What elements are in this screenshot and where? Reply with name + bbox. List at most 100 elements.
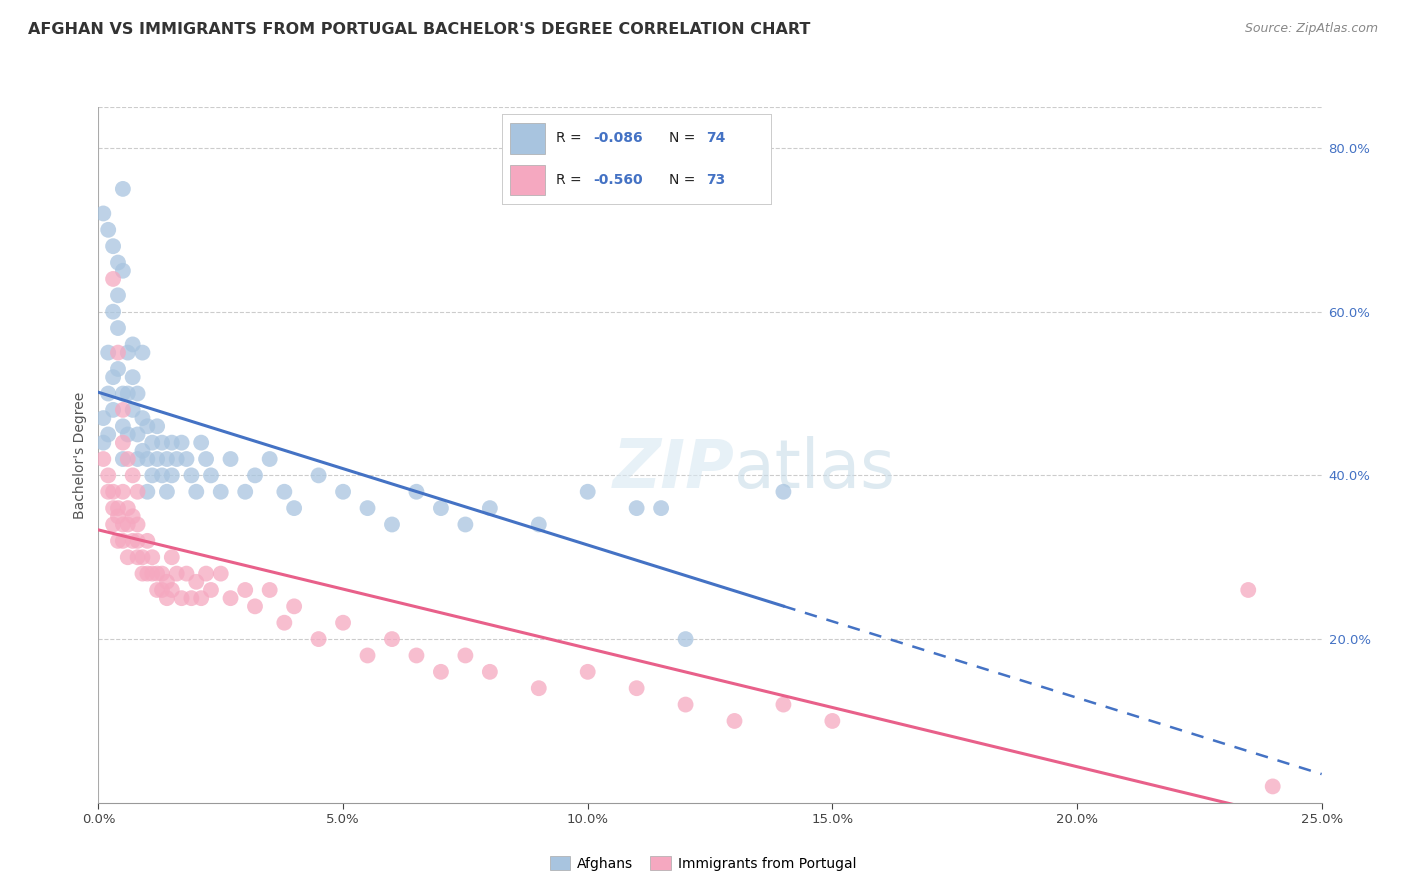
Point (117, 345, 139, 359)
Point (121, 403, 143, 417)
Point (332, 615, 354, 630)
Point (117, 517, 139, 532)
Point (675, 698, 697, 712)
Point (209, 484, 232, 499)
Point (127, 452, 149, 467)
Point (478, 501, 501, 516)
Point (219, 452, 242, 467)
Point (111, 386, 134, 401)
Point (430, 501, 453, 516)
Text: R =: R = (555, 173, 586, 187)
Point (111, 533, 134, 548)
Point (156, 452, 179, 467)
Point (405, 648, 427, 663)
Point (146, 452, 169, 467)
Point (101, 403, 124, 417)
Text: N =: N = (669, 173, 700, 187)
Point (273, 615, 295, 630)
Point (121, 370, 143, 384)
Point (180, 591, 202, 606)
Point (111, 419, 134, 434)
Point (454, 517, 477, 532)
Text: N =: N = (669, 131, 700, 145)
Point (821, 714, 844, 728)
Text: atlas: atlas (734, 436, 896, 502)
Point (121, 337, 143, 351)
Text: -0.560: -0.560 (593, 173, 643, 187)
Point (190, 591, 212, 606)
Point (356, 501, 378, 516)
Point (160, 468, 183, 483)
Point (131, 411, 153, 425)
Text: AFGHAN VS IMMIGRANTS FROM PORTUGAL BACHELOR'S DEGREE CORRELATION CHART: AFGHAN VS IMMIGRANTS FROM PORTUGAL BACHE… (28, 22, 810, 37)
Point (243, 599, 266, 614)
Point (381, 517, 404, 532)
Point (111, 484, 134, 499)
Point (200, 582, 222, 597)
Point (170, 591, 193, 606)
Point (723, 714, 745, 728)
Point (127, 517, 149, 532)
Point (117, 452, 139, 467)
Point (107, 288, 129, 302)
Point (259, 582, 281, 597)
Point (111, 182, 134, 196)
Point (97, 484, 120, 499)
Text: 73: 73 (707, 173, 725, 187)
Point (170, 435, 193, 450)
Point (91, 206, 114, 220)
Point (190, 435, 212, 450)
Text: -0.086: -0.086 (593, 131, 643, 145)
Point (131, 566, 153, 581)
Point (259, 452, 281, 467)
Point (101, 239, 124, 253)
Point (430, 665, 453, 679)
Point (180, 468, 202, 483)
Point (97, 427, 120, 442)
Point (166, 452, 188, 467)
Point (576, 665, 599, 679)
Point (156, 574, 179, 589)
Point (136, 484, 159, 499)
Point (150, 435, 173, 450)
Point (273, 484, 295, 499)
Point (107, 321, 129, 335)
FancyBboxPatch shape (510, 123, 546, 153)
Point (219, 591, 242, 606)
Point (146, 566, 169, 581)
Point (121, 533, 143, 548)
Point (146, 419, 169, 434)
Point (121, 509, 143, 524)
Point (107, 255, 129, 269)
Point (156, 484, 179, 499)
Point (101, 484, 124, 499)
Point (160, 550, 183, 565)
Point (176, 452, 198, 467)
Point (107, 362, 129, 376)
Point (97, 468, 120, 483)
Point (136, 419, 159, 434)
Text: 74: 74 (707, 131, 725, 145)
Point (111, 452, 134, 467)
Point (117, 427, 139, 442)
Point (381, 632, 404, 646)
Point (626, 681, 648, 696)
Point (136, 452, 159, 467)
Point (136, 566, 159, 581)
Point (141, 435, 163, 450)
Point (283, 501, 305, 516)
Point (576, 484, 599, 499)
Point (117, 386, 139, 401)
Point (111, 403, 134, 417)
Point (166, 566, 188, 581)
Point (772, 698, 794, 712)
FancyBboxPatch shape (510, 165, 546, 195)
Point (233, 484, 256, 499)
Point (156, 591, 179, 606)
Point (97, 345, 120, 359)
Point (107, 501, 129, 516)
Point (650, 501, 672, 516)
Point (121, 468, 143, 483)
Legend: Afghans, Immigrants from Portugal: Afghans, Immigrants from Portugal (544, 851, 862, 876)
Point (101, 304, 124, 318)
